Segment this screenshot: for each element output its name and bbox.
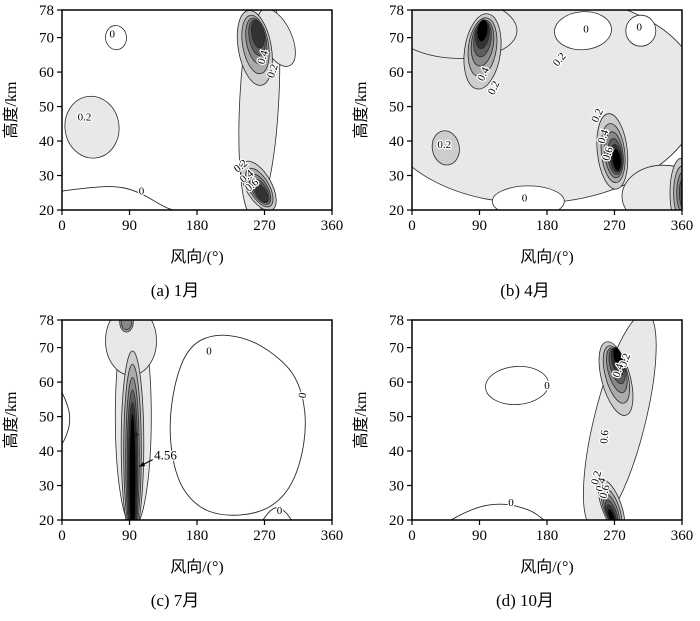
svg-text:0: 0 xyxy=(637,22,643,34)
svg-text:50: 50 xyxy=(39,100,54,116)
svg-text:0: 0 xyxy=(277,505,283,517)
svg-text:270: 270 xyxy=(603,528,626,544)
svg-text:90: 90 xyxy=(472,528,487,544)
svg-text:风向/(°): 风向/(°) xyxy=(170,248,224,266)
svg-text:180: 180 xyxy=(536,218,559,234)
svg-text:0: 0 xyxy=(58,528,66,544)
svg-text:360: 360 xyxy=(321,218,344,234)
svg-text:270: 270 xyxy=(253,528,276,544)
plot-svg: +0 0 0 4.56 0 90 180 270 360 20 30 40 50 60 70 78 风向/(°)… xyxy=(2,313,344,576)
svg-text:高度/km: 高度/km xyxy=(2,391,20,448)
contour-plot-c: +0 0 0 4.56 0 90 180 270 360 20 30 40 50 60 70 78 风向/(°)… xyxy=(0,310,350,580)
svg-text:90: 90 xyxy=(122,218,137,234)
svg-text:0.6: 0.6 xyxy=(597,483,612,500)
svg-text:0: 0 xyxy=(408,528,416,544)
svg-text:+: + xyxy=(132,429,140,444)
svg-text:78: 78 xyxy=(389,3,404,19)
svg-text:0.2: 0.2 xyxy=(437,139,451,151)
svg-text:30: 30 xyxy=(389,169,404,185)
svg-text:0.4: 0.4 xyxy=(255,49,271,66)
panel-caption-a: (a) 1月 xyxy=(150,281,200,300)
svg-text:60: 60 xyxy=(39,65,54,81)
svg-text:风向/(°): 风向/(°) xyxy=(170,558,224,576)
svg-text:0: 0 xyxy=(508,497,514,509)
svg-text:360: 360 xyxy=(321,528,344,544)
svg-text:高度/km: 高度/km xyxy=(2,81,20,138)
panel-caption-c: (c) 7月 xyxy=(150,591,200,610)
contour-plot-b: 0.2 0.4 0.2 0 0 0.2 0.2 0.4 0.6 0 0 90 180 270 360 20 30… xyxy=(350,0,700,270)
svg-text:50: 50 xyxy=(389,100,404,116)
svg-text:70: 70 xyxy=(389,31,404,47)
svg-text:0: 0 xyxy=(544,380,550,392)
svg-text:30: 30 xyxy=(39,479,54,495)
svg-text:90: 90 xyxy=(122,528,137,544)
svg-text:0.2: 0.2 xyxy=(589,470,604,486)
panel-a-january: 0.2 0 0.2 0.4 0.2 0.4 0.6 0 0 90 180 270 360 20 30 40 50… xyxy=(0,0,350,310)
svg-text:270: 270 xyxy=(253,218,276,234)
svg-text:高度/km: 高度/km xyxy=(352,81,370,138)
svg-text:78: 78 xyxy=(39,313,54,329)
svg-text:40: 40 xyxy=(389,134,404,150)
svg-text:0.4: 0.4 xyxy=(594,476,609,493)
panel-c-july: +0 0 0 4.56 0 90 180 270 360 20 30 40 50 60 70 78 风向/(°)… xyxy=(0,310,350,620)
svg-text:180: 180 xyxy=(186,218,209,234)
svg-text:0: 0 xyxy=(583,23,589,35)
plot-svg: 0.20.40.20 00.20.20.40.600 90 180 270 3602030… xyxy=(352,3,694,266)
panel-d-october: 0 0.2 0.4 0.6 0.2 0.4 0.6 0 0 90 180 270 360 20 30 40 50… xyxy=(350,310,700,620)
svg-text:20: 20 xyxy=(39,203,54,219)
svg-text:78: 78 xyxy=(389,313,404,329)
svg-text:风向/(°): 风向/(°) xyxy=(520,248,574,266)
svg-text:0.6: 0.6 xyxy=(598,429,611,444)
plot-svg: 00.20.40.60.20.40.600 90 180 270 36020304050… xyxy=(352,313,694,576)
svg-text:0: 0 xyxy=(206,346,212,358)
svg-text:0.2: 0.2 xyxy=(265,63,281,80)
svg-text:30: 30 xyxy=(389,479,404,495)
svg-text:0: 0 xyxy=(58,218,66,234)
svg-text:30: 30 xyxy=(39,169,54,185)
svg-text:70: 70 xyxy=(389,341,404,357)
svg-text:0.4: 0.4 xyxy=(596,128,612,145)
svg-text:0: 0 xyxy=(522,192,528,204)
contour-plot-a: 0.2 0 0.2 0.4 0.2 0.4 0.6 0 0 90 180 270 360 20 30 40 50… xyxy=(0,0,350,270)
svg-text:78: 78 xyxy=(39,3,54,19)
svg-text:20: 20 xyxy=(39,513,54,529)
svg-text:50: 50 xyxy=(39,410,54,426)
panel-b-april: 0.2 0.4 0.2 0 0 0.2 0.2 0.4 0.6 0 0 90 180 270 360 20 30… xyxy=(350,0,700,310)
svg-text:0.6: 0.6 xyxy=(600,145,616,162)
svg-text:0.2: 0.2 xyxy=(78,111,92,123)
svg-text:70: 70 xyxy=(39,341,54,357)
svg-text:4.56: 4.56 xyxy=(154,448,177,463)
svg-text:60: 60 xyxy=(389,375,404,391)
svg-text:180: 180 xyxy=(186,528,209,544)
svg-text:20: 20 xyxy=(389,513,404,529)
svg-text:0: 0 xyxy=(408,218,416,234)
svg-text:0: 0 xyxy=(110,29,116,41)
svg-text:180: 180 xyxy=(536,528,559,544)
svg-text:60: 60 xyxy=(39,375,54,391)
plot-svg: 0.200.20.40.20.40.600 90 180 270 36020304050… xyxy=(2,3,344,266)
svg-text:40: 40 xyxy=(39,134,54,150)
svg-text:50: 50 xyxy=(389,410,404,426)
svg-text:90: 90 xyxy=(472,218,487,234)
panel-caption-d: (d) 10月 xyxy=(495,591,555,610)
svg-text:270: 270 xyxy=(603,218,626,234)
svg-text:0: 0 xyxy=(296,391,309,399)
panel-caption-b: (b) 4月 xyxy=(500,281,550,300)
svg-text:60: 60 xyxy=(389,65,404,81)
svg-text:40: 40 xyxy=(389,444,404,460)
contour-plot-d: 0 0.2 0.4 0.6 0.2 0.4 0.6 0 0 90 180 270 360 20 30 40 50… xyxy=(350,310,700,580)
svg-text:70: 70 xyxy=(39,31,54,47)
svg-text:高度/km: 高度/km xyxy=(352,391,370,448)
svg-text:0: 0 xyxy=(139,186,145,198)
svg-text:360: 360 xyxy=(671,218,694,234)
svg-text:20: 20 xyxy=(389,203,404,219)
svg-text:风向/(°): 风向/(°) xyxy=(520,558,574,576)
svg-text:360: 360 xyxy=(671,528,694,544)
svg-text:40: 40 xyxy=(39,444,54,460)
